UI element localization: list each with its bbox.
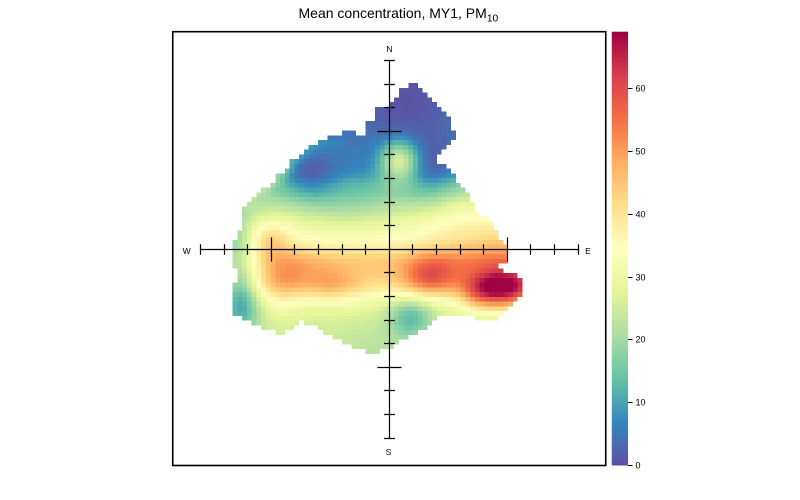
svg-text:50: 50 [636,147,646,157]
svg-text:S: S [386,447,392,457]
svg-text:0: 0 [636,461,641,471]
svg-text:40: 40 [636,210,646,220]
svg-text:60: 60 [636,84,646,94]
svg-text:N: N [386,44,392,54]
svg-text:30: 30 [636,273,646,283]
svg-text:20: 20 [636,335,646,345]
svg-text:E: E [585,246,591,256]
svg-text:10: 10 [636,398,646,408]
svg-text:Mean concentration, MY1, PM10: Mean concentration, MY1, PM10 [299,5,499,25]
svg-text:W: W [183,246,191,256]
